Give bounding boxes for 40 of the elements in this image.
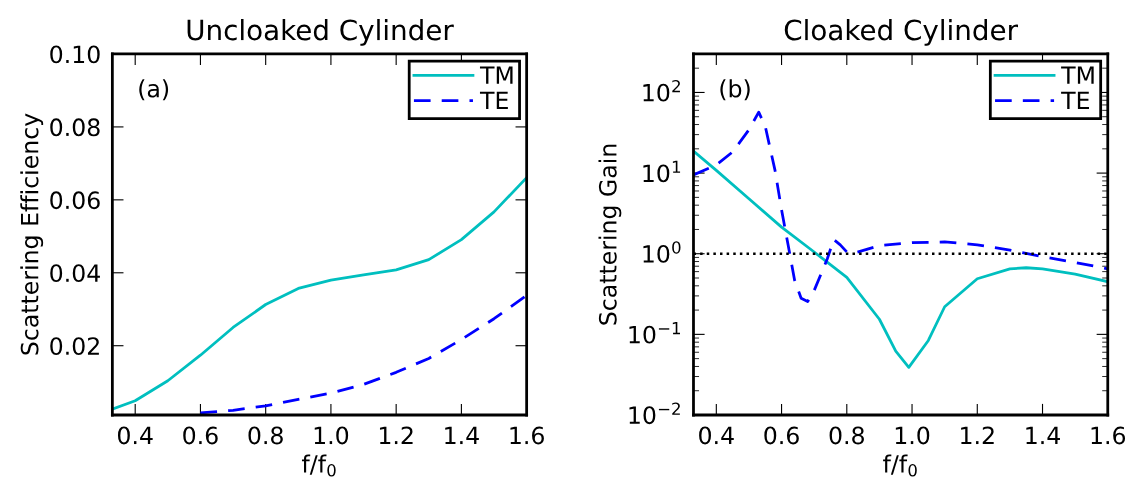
line-series <box>693 110 1108 303</box>
y-tick-label: 10$^{2}$ <box>643 79 680 102</box>
annotation: (a) <box>139 79 169 101</box>
x-axis-title: f/f$_{0}$ <box>883 454 917 477</box>
x-tick-label: 1.0 <box>314 426 349 445</box>
line-series <box>112 176 527 411</box>
line-series <box>199 294 527 415</box>
y-tick-label: 0.06 <box>50 191 100 210</box>
y-axis-title: Scattering Efficiency <box>20 113 44 355</box>
x-tick-label: 1.0 <box>895 426 930 445</box>
x-tick-label: 1.2 <box>379 426 413 445</box>
line-series <box>693 149 1108 369</box>
x-tick-label: 0.8 <box>248 426 283 445</box>
x-tick-label: 1.6 <box>510 426 544 445</box>
y-tick-label: 10$^{−1}$ <box>629 322 680 344</box>
x-tick-label: 0.4 <box>117 426 153 445</box>
x-axis-title: f/f$_{0}$ <box>301 454 336 477</box>
y-tick-label: 0.04 <box>50 264 100 283</box>
y-tick-label: 0.10 <box>50 45 100 64</box>
x-tick-label: 0.4 <box>699 426 734 445</box>
x-tick-label: 1.6 <box>1091 426 1126 445</box>
y-tick-label: 10$^{1}$ <box>643 160 681 183</box>
x-tick-label: 1.2 <box>961 426 994 445</box>
legend-label: TM <box>1061 66 1094 84</box>
annotation: (b) <box>720 79 750 101</box>
y-axis-title: Scattering Gain <box>598 144 622 325</box>
y-tick-label: 0.08 <box>50 118 100 137</box>
legend-label: TE <box>1061 91 1089 109</box>
legend-label: TE <box>479 91 508 109</box>
x-tick-label: 0.6 <box>183 426 218 445</box>
chart-title: Uncloaked Cylinder <box>187 18 454 46</box>
y-tick-label: 10$^{0}$ <box>643 241 681 263</box>
y-tick-label: 0.02 <box>50 337 99 356</box>
chart-title: Cloaked Cylinder <box>784 18 1019 46</box>
x-tick-label: 0.6 <box>764 426 799 445</box>
y-tick-label: 10$^{−2}$ <box>629 402 680 425</box>
x-tick-label: 0.8 <box>829 426 864 445</box>
x-tick-label: 1.4 <box>1026 426 1060 445</box>
x-tick-label: 1.4 <box>445 426 479 445</box>
legend-label: TM <box>479 66 513 84</box>
